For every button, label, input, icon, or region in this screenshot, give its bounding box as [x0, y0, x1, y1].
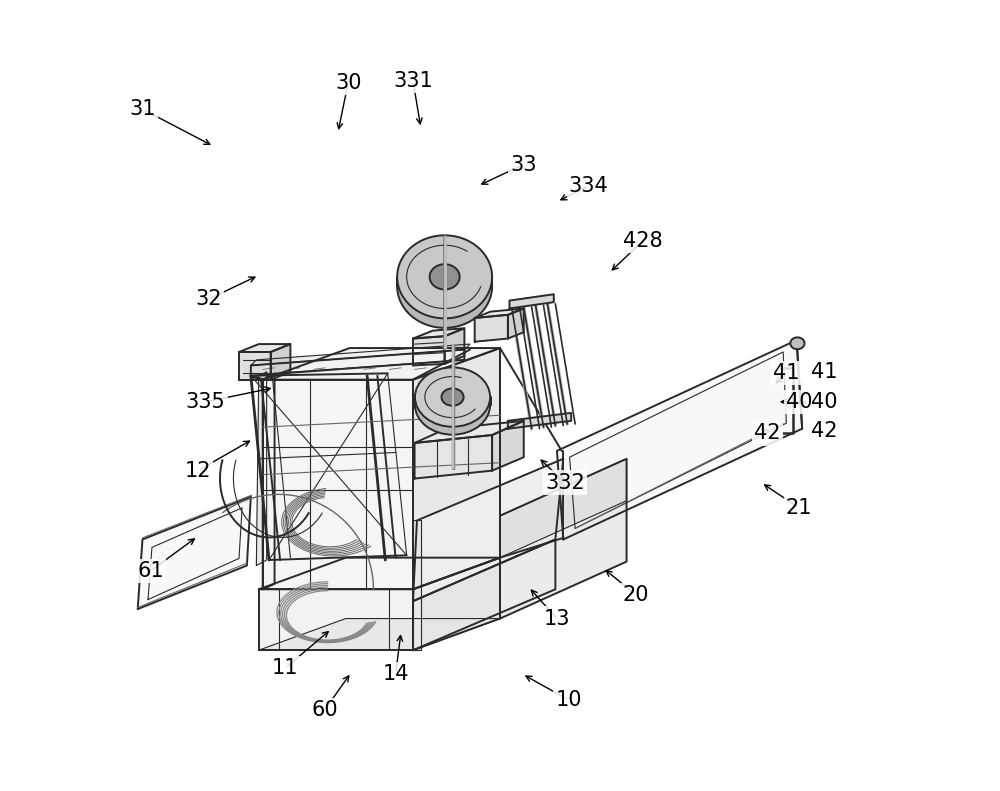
Polygon shape [239, 344, 290, 352]
Polygon shape [500, 459, 627, 558]
Polygon shape [263, 373, 275, 589]
Polygon shape [413, 459, 563, 601]
Text: 33: 33 [510, 154, 537, 175]
Text: 31: 31 [129, 99, 156, 119]
Polygon shape [557, 340, 802, 539]
Ellipse shape [790, 338, 805, 350]
Text: 30: 30 [335, 73, 361, 93]
Polygon shape [509, 294, 554, 308]
Text: 42: 42 [754, 423, 781, 444]
Text: 41: 41 [811, 361, 837, 382]
Polygon shape [445, 328, 464, 364]
Text: 331: 331 [393, 70, 433, 91]
Ellipse shape [430, 264, 460, 290]
Text: 61: 61 [137, 561, 164, 581]
Polygon shape [475, 315, 508, 342]
Polygon shape [413, 336, 445, 365]
Polygon shape [251, 344, 470, 365]
Polygon shape [263, 380, 413, 589]
Text: 13: 13 [544, 608, 570, 629]
Text: 12: 12 [185, 460, 211, 481]
Polygon shape [239, 352, 271, 380]
Ellipse shape [415, 376, 490, 435]
Polygon shape [413, 520, 421, 650]
Text: 40: 40 [811, 392, 837, 412]
Polygon shape [415, 435, 492, 479]
Text: 11: 11 [272, 658, 298, 679]
Text: 14: 14 [382, 664, 409, 684]
Polygon shape [508, 308, 524, 339]
Polygon shape [271, 344, 290, 380]
Polygon shape [492, 421, 524, 471]
Polygon shape [475, 308, 524, 318]
Polygon shape [251, 350, 464, 376]
Text: 335: 335 [186, 392, 226, 412]
Polygon shape [138, 497, 251, 609]
Text: 10: 10 [556, 690, 582, 710]
Polygon shape [415, 421, 524, 443]
Text: 332: 332 [545, 472, 585, 493]
Ellipse shape [415, 367, 490, 427]
Polygon shape [413, 328, 464, 339]
Text: 334: 334 [569, 176, 608, 196]
Polygon shape [413, 558, 500, 650]
Polygon shape [413, 539, 555, 650]
Text: 428: 428 [623, 231, 662, 252]
Polygon shape [263, 348, 500, 380]
Polygon shape [508, 413, 571, 429]
Polygon shape [500, 459, 627, 619]
Polygon shape [259, 558, 500, 589]
Text: 40: 40 [786, 392, 812, 412]
Text: 60: 60 [311, 700, 338, 721]
Text: 32: 32 [196, 289, 222, 309]
Text: 41: 41 [773, 363, 800, 384]
Polygon shape [259, 619, 500, 650]
Text: 42: 42 [811, 421, 837, 441]
Polygon shape [413, 348, 500, 589]
Ellipse shape [397, 235, 492, 318]
Text: 21: 21 [786, 498, 812, 518]
Polygon shape [256, 372, 267, 566]
Polygon shape [259, 589, 413, 650]
Ellipse shape [441, 388, 464, 406]
Ellipse shape [397, 245, 492, 327]
Text: 20: 20 [623, 585, 649, 605]
